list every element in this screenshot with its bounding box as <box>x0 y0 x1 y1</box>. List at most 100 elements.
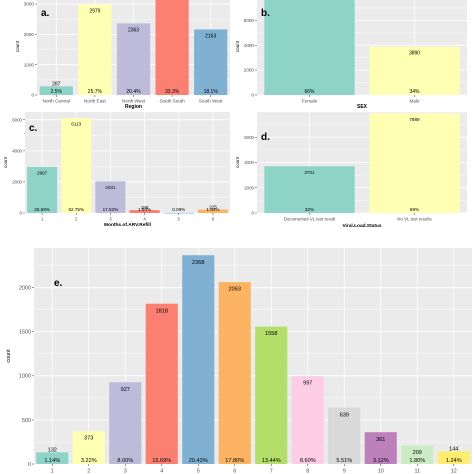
x-tick-label: 12 <box>451 468 457 474</box>
y-tick-label: 4000 <box>244 43 255 48</box>
x-tick-label: 5 <box>178 216 181 221</box>
x-tick-label: 1 <box>51 468 54 474</box>
y-axis-title: count <box>6 349 12 363</box>
bar-3-6 <box>197 209 228 213</box>
percent-label: 33.3% <box>165 89 180 95</box>
value-label: 2063 <box>229 287 241 293</box>
percent-label: 8.60% <box>300 458 316 464</box>
y-tick-label: 1500 <box>19 330 31 336</box>
percent-label: 17.80% <box>225 458 244 464</box>
x-tick-label: 4 <box>143 216 146 221</box>
bar-5-12 <box>437 451 470 464</box>
y-tick-label: 0 <box>252 211 255 216</box>
bar-5-1 <box>36 452 69 464</box>
percent-label: 1.80% <box>409 458 425 464</box>
value-label: 927 <box>121 387 130 393</box>
percent-label: 25.7% <box>88 89 103 95</box>
value-label: 2031 <box>105 185 116 190</box>
bar-5-3 <box>109 382 142 464</box>
y-tick-label: 500 <box>22 418 31 424</box>
value-label: 639 <box>340 412 349 418</box>
x-tick-label: 8 <box>306 468 309 474</box>
y-tick-label: 2000 <box>244 185 254 190</box>
x-tick-label: 5 <box>197 468 200 474</box>
value-label: 2967 <box>37 170 48 175</box>
y-tick-label: 2000 <box>12 179 22 184</box>
bar-5-7 <box>255 326 288 464</box>
percent-label: 0.08% <box>172 207 185 212</box>
percent-label: 34% <box>409 89 420 95</box>
bar-1-5 <box>194 29 228 95</box>
x-tick-label: 2 <box>75 216 78 221</box>
bar-1-3 <box>116 23 151 95</box>
percent-label: 1.14% <box>44 458 60 464</box>
x-tick-label: 3 <box>124 468 127 474</box>
y-tick-label: 0 <box>31 93 34 98</box>
panel-letter: c. <box>29 123 38 134</box>
bar-4-1 <box>264 166 355 213</box>
percent-label: 13.44% <box>262 458 281 464</box>
value-label: 144 <box>449 446 458 452</box>
x-axis-title: Region <box>125 104 142 110</box>
value-label: 2979 <box>89 9 100 15</box>
value-label: 287 <box>52 81 61 87</box>
x-tick-label: 11 <box>414 468 420 474</box>
x-tick-label: Documented VL test result <box>284 216 336 221</box>
y-tick-label: 1000 <box>19 374 31 380</box>
x-tick-label: 4 <box>160 468 163 474</box>
percent-label: 20.4% <box>126 89 141 95</box>
bar-5-2 <box>72 431 105 464</box>
value-label: 361 <box>376 437 385 443</box>
bar-1-4 <box>155 0 189 95</box>
bar-5-4 <box>145 303 178 464</box>
y-tick-label: 0 <box>20 211 23 216</box>
value-label: 1558 <box>265 331 277 337</box>
bar-2-1 <box>264 0 355 95</box>
bar-2-2 <box>369 46 460 95</box>
y-tick-label: 2000 <box>244 68 255 73</box>
value-label: 225 <box>209 205 217 210</box>
bar-5-11 <box>401 445 434 464</box>
value-label: 6113 <box>71 122 81 127</box>
panel-letter: e. <box>54 278 63 289</box>
y-tick-label: 3000 <box>24 2 35 7</box>
x-tick-label: 1 <box>41 216 44 221</box>
y-tick-label: 4000 <box>12 148 22 153</box>
percent-label: 18.1% <box>204 89 219 95</box>
x-tick-label: Male <box>410 99 420 104</box>
bar-1-2 <box>78 4 112 95</box>
y-tick-label: 0 <box>251 93 254 98</box>
bar-3-3 <box>95 181 126 213</box>
bar-1-1 <box>39 86 73 95</box>
x-tick-label: 7 <box>270 468 273 474</box>
percent-label: 2.5% <box>51 89 63 95</box>
percent-label: 3.22% <box>81 458 97 464</box>
bar-3-4 <box>129 210 160 213</box>
value-label: 2368 <box>192 260 204 266</box>
percent-label: 1.94% <box>206 207 219 212</box>
bar-5-6 <box>218 282 251 464</box>
bar-5-5 <box>182 255 215 464</box>
y-tick-label: 1000 <box>24 62 35 67</box>
value-label: 2363 <box>128 27 139 33</box>
bar-5-10 <box>364 432 397 464</box>
value-label: 1818 <box>156 308 168 314</box>
value-label: 3890 <box>409 51 420 57</box>
panel-letter: d. <box>261 132 270 143</box>
value-label: 186 <box>141 205 149 210</box>
bar-3-1 <box>27 166 58 213</box>
percent-label: 32% <box>305 207 314 212</box>
bar-4-2 <box>369 113 460 213</box>
x-tick-label: North West <box>122 99 146 104</box>
x-axis-title: Viral.Load.Status <box>342 223 381 229</box>
y-tick-label: 6000 <box>244 135 254 140</box>
y-tick-label: 6000 <box>12 117 22 122</box>
percent-label: 52.75% <box>68 207 84 212</box>
value-label: 132 <box>48 447 57 453</box>
x-tick-label: 6 <box>233 468 236 474</box>
value-label: 3701 <box>304 170 315 175</box>
x-axis-title: SEX <box>357 104 368 110</box>
value-label: 373 <box>84 436 93 442</box>
percent-label: 15.69% <box>152 458 171 464</box>
